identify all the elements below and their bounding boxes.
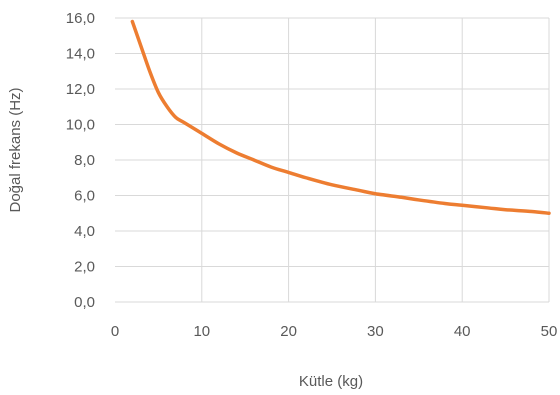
x-tick-label: 20 bbox=[280, 323, 297, 340]
y-tick-label: 4,0 bbox=[74, 223, 95, 240]
y-tick-label: 10,0 bbox=[66, 117, 95, 134]
y-tick-label: 8,0 bbox=[74, 152, 95, 169]
y-axis-title: Doğal frekans (Hz) bbox=[7, 87, 24, 212]
y-tick-label: 2,0 bbox=[74, 259, 95, 276]
y-tick-label: 14,0 bbox=[66, 46, 95, 63]
x-tick-label: 0 bbox=[111, 323, 119, 340]
x-tick-label: 50 bbox=[541, 323, 558, 340]
gridlines bbox=[115, 17, 550, 303]
x-tick-label: 30 bbox=[367, 323, 384, 340]
x-axis-title: Kütle (kg) bbox=[299, 373, 363, 390]
y-tick-label: 12,0 bbox=[66, 81, 95, 98]
x-tick-label: 40 bbox=[454, 323, 471, 340]
y-tick-labels: 0,0 2,0 4,0 6,0 8,0 10,0 12,0 14,0 16,0 bbox=[66, 10, 95, 311]
y-tick-label: 0,0 bbox=[74, 294, 95, 311]
series-line-0 bbox=[130, 19, 551, 215]
series-layer bbox=[130, 19, 551, 215]
x-tick-label: 10 bbox=[193, 323, 210, 340]
y-tick-label: 16,0 bbox=[66, 10, 95, 27]
y-tick-label: 6,0 bbox=[74, 188, 95, 205]
x-tick-labels: 0 10 20 30 40 50 bbox=[111, 323, 558, 340]
